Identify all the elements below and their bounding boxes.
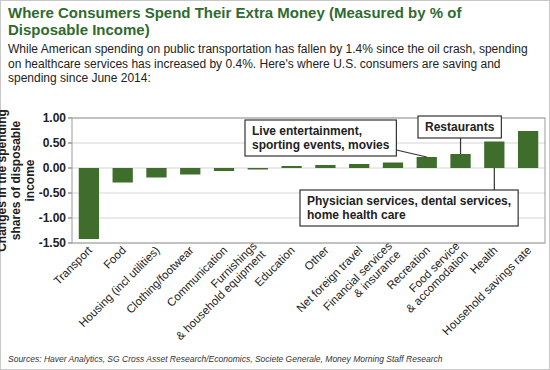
x-tick-label-line: Food <box>101 244 128 271</box>
bar <box>450 154 470 168</box>
title-line: Where Consumers Spend Their Extra Money … <box>8 4 462 21</box>
x-tick-label-line: Other <box>302 244 331 273</box>
y-tick-label: 0.00 <box>43 161 67 175</box>
tick-mark <box>68 243 72 244</box>
y-tick-label: 0.50 <box>43 136 67 150</box>
annotation-text-line: sporting events, movies <box>252 138 390 152</box>
x-tick-label: Furnishings& household equipment <box>165 239 268 342</box>
bar <box>248 168 268 170</box>
y-axis-label: Changes in the spendingshares of disposa… <box>0 109 37 252</box>
x-tick-label-line: Health <box>468 244 500 276</box>
bar <box>383 163 403 169</box>
annotation-text-line: Physician services, dental services, <box>307 194 511 208</box>
x-tick-label-line: Financial services <box>321 240 394 313</box>
subtitle-line: on healthcare services has increased by … <box>8 57 501 71</box>
grid-line <box>72 168 545 169</box>
annotation-text-line: Restaurants <box>425 120 495 134</box>
annotation-leader <box>460 138 461 154</box>
annotation-text: Live entertainment,sporting events, movi… <box>252 124 390 152</box>
annotation-text: Physician services, dental services,home… <box>307 194 511 222</box>
annotations: Live entertainment,sporting events, movi… <box>245 116 518 226</box>
bar <box>518 131 538 168</box>
bar <box>146 168 166 178</box>
source: Sources: Haver Analytics, SG Cross Asset… <box>8 354 443 364</box>
y-axis-label-line: shares of disposable <box>9 120 23 240</box>
bar <box>214 168 234 171</box>
x-tick-label-line: & household equipment <box>174 248 269 343</box>
background <box>1 1 550 370</box>
annotation-text-line: Live entertainment, <box>252 124 362 138</box>
bar <box>281 166 301 168</box>
x-tick-label-line: Transport <box>51 243 95 287</box>
y-tick-label: -1.50 <box>39 236 67 250</box>
x-tick-label: Transport <box>51 243 95 287</box>
bar <box>315 165 335 168</box>
x-tick-label-line: & accomodation <box>403 248 470 315</box>
y-axis-label-line: Changes in the spending <box>0 109 9 252</box>
x-tick-label: Food service& accomodation <box>395 240 470 315</box>
x-tick-label: Food <box>101 244 128 271</box>
tick-mark <box>68 168 72 169</box>
x-tick-label: Household savings rate <box>440 244 533 337</box>
subtitle-line: While American spending on public transp… <box>8 42 528 56</box>
bars <box>79 131 538 239</box>
tick-mark <box>68 218 72 219</box>
chart: Where Consumers Spend Their Extra Money … <box>0 0 550 370</box>
bar <box>484 142 504 169</box>
tick-mark <box>68 193 72 194</box>
y-tick-label: 1.00 <box>43 111 67 125</box>
tick-mark <box>68 118 72 119</box>
annotation-box <box>300 190 518 226</box>
annotation-box <box>418 116 501 138</box>
x-tick-label-line: Household savings rate <box>440 244 533 337</box>
x-tick-label: Other <box>302 244 331 273</box>
y-tick-label: -1.00 <box>39 211 67 225</box>
title: Where Consumers Spend Their Extra Money … <box>8 4 462 38</box>
x-tick-label-line: Education <box>252 244 297 289</box>
bar <box>113 168 133 183</box>
subtitle-line: spending since June 2014: <box>8 71 151 85</box>
annotation-text-line: home health care <box>307 208 406 222</box>
tick-mark <box>68 143 72 144</box>
annotation-leader <box>396 150 426 157</box>
x-tick-label: Education <box>252 244 297 289</box>
x-tick-label: Health <box>468 244 500 276</box>
annotation-text: Restaurants <box>425 120 495 134</box>
bar <box>349 164 369 168</box>
bar <box>417 157 437 168</box>
annotation-box <box>245 120 396 156</box>
y-tick-label: -0.50 <box>39 186 67 200</box>
y-axis-label-line: income <box>23 159 37 201</box>
bar <box>180 168 200 175</box>
subtitle: While American spending on public transp… <box>8 42 528 85</box>
bar <box>79 168 99 239</box>
annotation-leader <box>494 168 495 190</box>
title-line: Disposable Income) <box>8 21 150 38</box>
